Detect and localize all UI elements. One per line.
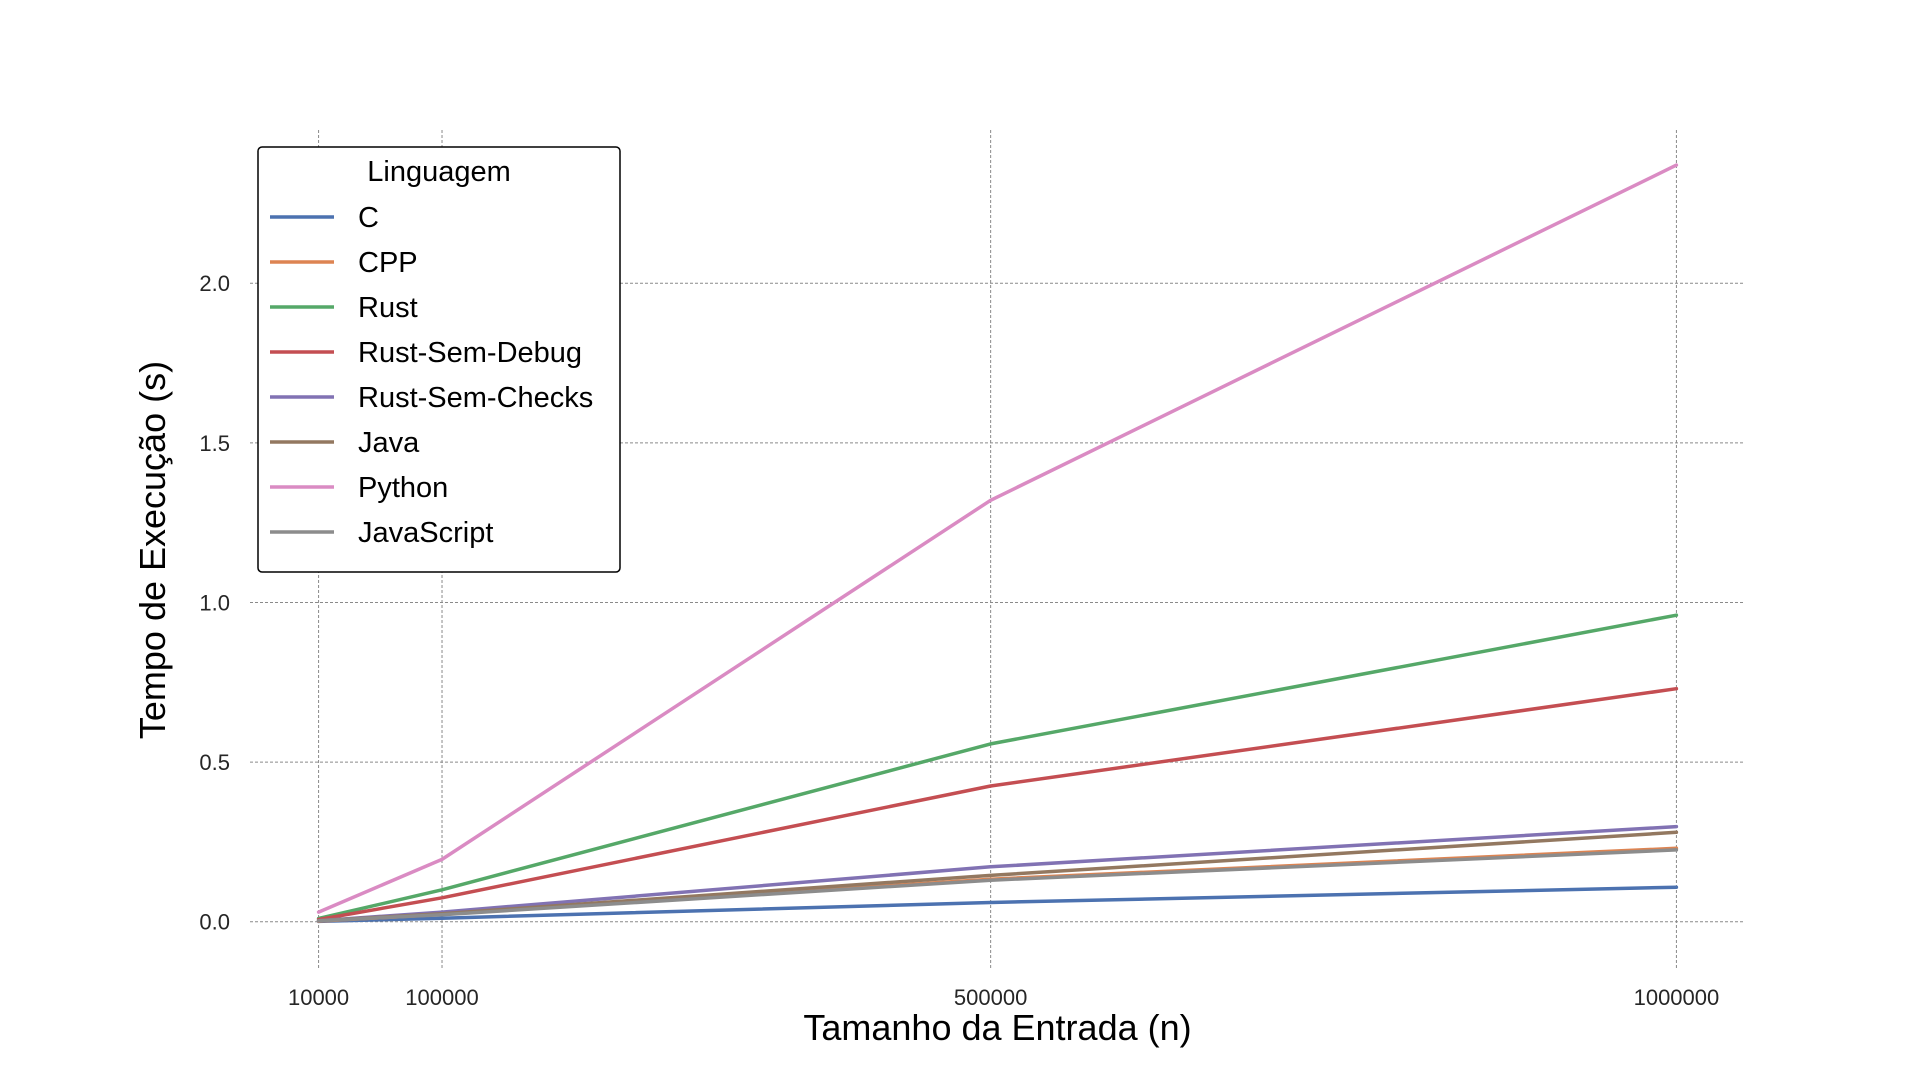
series-line-rust — [316, 613, 1679, 921]
series-lines — [316, 163, 1679, 924]
x-tick-label: 100000 — [405, 985, 478, 1010]
series-line-javascript — [316, 848, 1679, 923]
series-line-c — [316, 885, 1679, 924]
x-tick-label: 10000 — [288, 985, 349, 1010]
y-tick-label: 1.0 — [199, 590, 230, 615]
tick-labels: 10000 100000 500000 1000000 0.0 0.5 1.0 1.5 2.0 — [199, 271, 1719, 1010]
x-tick-label: 500000 — [954, 985, 1027, 1010]
y-tick-label: 0.0 — [199, 910, 230, 935]
legend: Linguagem C CPP Rust Rust-Sem-Debug Rust-Sem… — [257, 146, 621, 573]
legend-label-rust: Rust — [358, 292, 418, 324]
legend-label-javascript: JavaScript — [358, 517, 493, 549]
y-tick-label: 0.5 — [199, 750, 230, 775]
x-tick-label: 1000000 — [1634, 985, 1720, 1010]
series-line-rust-sem-debug — [316, 686, 1679, 922]
legend-label-python: Python — [358, 472, 448, 504]
x-axis-title: Tamanho da Entrada (n) — [803, 1007, 1191, 1048]
legend-items: C CPP Rust Rust-Sem-Debug Rust-Sem-Checks Jav… — [270, 202, 593, 549]
y-tick-label: 1.5 — [199, 431, 230, 456]
legend-label-c: C — [358, 202, 379, 234]
legend-label-rust-sem-checks: Rust-Sem-Checks — [358, 382, 593, 414]
legend-label-cpp: CPP — [358, 247, 418, 279]
y-tick-label: 2.0 — [199, 271, 230, 296]
legend-frame — [257, 146, 621, 573]
series-line-python — [316, 163, 1679, 914]
y-axis-title: Tempo de Execução (s) — [132, 361, 173, 739]
legend-title: Linguagem — [367, 156, 511, 188]
legend-label-java: Java — [358, 427, 420, 459]
legend-label-rust-sem-debug: Rust-Sem-Debug — [358, 337, 582, 369]
series-line-java — [316, 830, 1679, 923]
